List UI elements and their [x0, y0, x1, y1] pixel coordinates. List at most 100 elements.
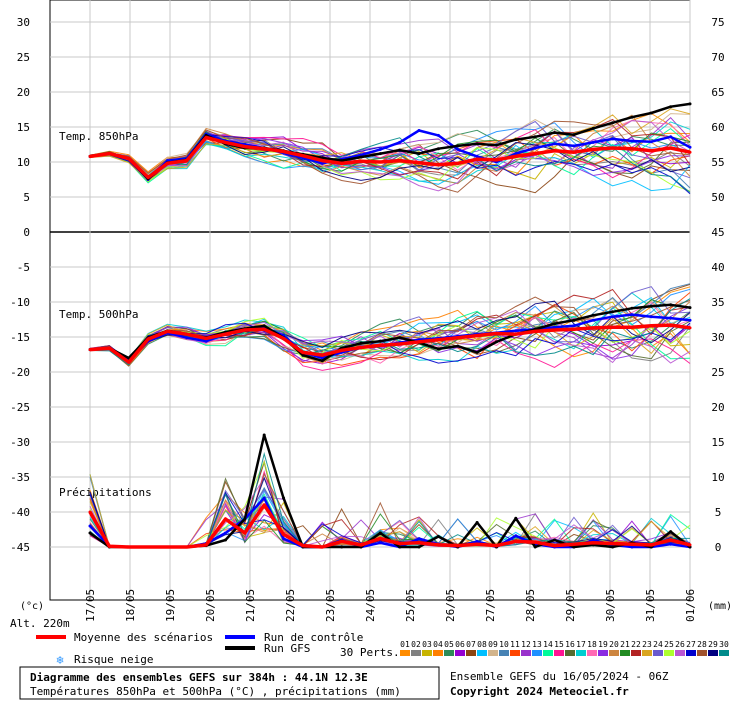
date-label: 22/05 — [284, 589, 297, 622]
precip-control-point — [262, 496, 266, 500]
legend-pert-swatch — [642, 650, 652, 656]
precip-gfs-point — [398, 545, 402, 549]
t850-mean-point — [320, 159, 324, 163]
t500-gfs-point — [475, 350, 479, 354]
t850-mean-point — [553, 149, 557, 153]
precip-control-point — [417, 537, 421, 541]
precip-mean-point — [378, 537, 382, 541]
left-tick-label: 20 — [17, 86, 30, 99]
date-label: 26/05 — [444, 589, 457, 622]
left-tick-label: 5 — [23, 191, 30, 204]
legend-pert-swatch — [609, 650, 619, 656]
left-tick-label: -25 — [10, 401, 30, 414]
precip-control-point — [630, 545, 634, 549]
t500-gfs-point — [494, 340, 498, 344]
t500-gfs-point — [572, 318, 576, 322]
date-label: 27/05 — [484, 589, 497, 622]
t850-gfs-point — [475, 142, 479, 146]
t850-mean-point — [649, 149, 653, 153]
t500-mean-point — [456, 336, 460, 340]
precip-mean-point — [436, 543, 440, 547]
precip-mean-point — [494, 544, 498, 548]
t850-mean-point — [572, 150, 576, 154]
legend-pert-swatch — [400, 650, 410, 656]
left-tick-label: 30 — [17, 16, 30, 29]
legend-pert-swatch — [444, 650, 454, 656]
precip-gfs-point — [282, 496, 286, 500]
altitude-label: Alt. 220m — [10, 617, 70, 630]
t500-mean-point — [204, 336, 208, 340]
t500-gfs-point — [611, 310, 615, 314]
t850-mean-line — [89, 135, 691, 180]
legend-pert-swatch — [532, 650, 542, 656]
precip-mean — [88, 503, 692, 549]
footer-subtitle: Températures 850hPa et 500hPa (°C) , pré… — [30, 685, 401, 698]
date-label: 24/05 — [364, 589, 377, 622]
precip-gfs-point — [669, 530, 673, 534]
legend-pert-number: 14 — [543, 640, 553, 649]
t850-mean-point — [223, 140, 227, 144]
t500-mean-point — [282, 336, 286, 340]
left-tick-label: 0 — [23, 226, 30, 239]
t850-gfs-point — [359, 155, 363, 159]
precip-gfs-point — [553, 538, 557, 542]
t500-mean-point — [378, 343, 382, 347]
legend-pert-swatch — [466, 650, 476, 656]
precip-mean-point — [107, 544, 111, 548]
t850-gfs-point — [630, 115, 634, 119]
t500-mean-point — [127, 360, 131, 364]
t500-gfs-point — [436, 347, 440, 351]
t850-mean-point — [417, 161, 421, 165]
precip-mean-point — [514, 539, 518, 543]
right-tick-label: 0 — [715, 541, 722, 554]
precip-mean-point — [185, 545, 189, 549]
precip-control-point — [282, 537, 286, 541]
legend-pert-swatch — [521, 650, 531, 656]
precip-gfs-point — [378, 531, 382, 535]
t850-gfs-point — [456, 144, 460, 148]
t500-mean-point — [688, 326, 692, 330]
legend-pert-swatch — [719, 650, 729, 656]
t500-mean-point — [475, 334, 479, 338]
precip-mean-point — [456, 544, 460, 548]
left-tick-label: -30 — [10, 436, 30, 449]
t500-mean-point — [611, 325, 615, 329]
t850-mean-point — [514, 154, 518, 158]
precip-mean-point — [630, 542, 634, 546]
precip-gfs-point — [417, 545, 421, 549]
precip-mean-point — [398, 542, 402, 545]
legend-pert-swatch — [620, 650, 630, 656]
precip-mean-point — [611, 542, 615, 545]
t850-mean-point — [688, 150, 692, 154]
precip-control-point — [223, 531, 227, 535]
t850-control-point — [630, 139, 634, 143]
precip-mean-point — [243, 531, 247, 535]
t850-mean-point — [533, 152, 537, 156]
t850-mean-point — [611, 146, 615, 150]
right-tick-label: 20 — [711, 401, 724, 414]
t850-control-point — [649, 140, 653, 144]
t850-gfs-point — [669, 105, 673, 109]
precip-gfs-point — [533, 545, 537, 549]
perturbation-line — [89, 309, 691, 364]
right-tick-label: 15 — [711, 436, 724, 449]
legend-pert-swatch — [675, 650, 685, 656]
t850-control-point — [553, 142, 557, 146]
legend-gfs-label: Run GFS — [264, 642, 310, 655]
legend-pert-swatch — [697, 650, 707, 656]
right-axis-unit: (mm) — [708, 601, 732, 612]
legend-snow-label: Risque neige — [74, 653, 153, 666]
t500-mean-point — [669, 323, 673, 327]
t500-gfs-point — [553, 322, 557, 326]
t850-mean-point — [591, 147, 595, 151]
t850-gfs-point — [533, 135, 537, 139]
precip-mean-point — [282, 532, 286, 536]
precip-gfs-point — [243, 517, 247, 521]
legend-pert-number: 01 — [400, 640, 410, 649]
legend-pert-number: 26 — [675, 640, 685, 649]
legend-pert-swatch — [686, 650, 696, 656]
legend-pert-number: 17 — [576, 640, 586, 649]
t850-mean-point — [456, 161, 460, 165]
